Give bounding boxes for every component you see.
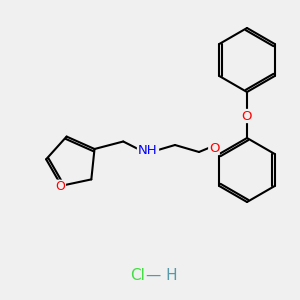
Text: NH: NH — [138, 143, 158, 157]
Text: O: O — [209, 142, 219, 154]
Text: O: O — [242, 110, 252, 122]
Text: O: O — [56, 180, 65, 193]
Text: Cl: Cl — [130, 268, 146, 283]
Text: — H: — H — [146, 268, 178, 283]
